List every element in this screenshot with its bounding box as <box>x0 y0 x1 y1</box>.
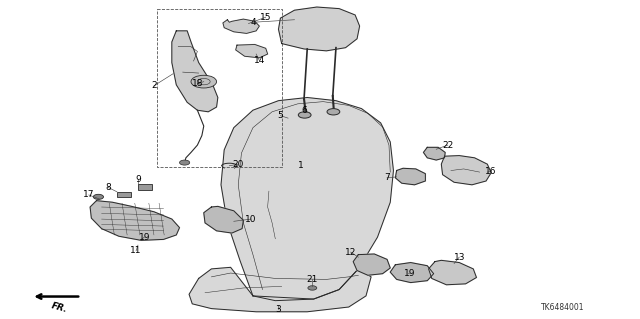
Circle shape <box>93 194 104 199</box>
Polygon shape <box>424 147 445 160</box>
Polygon shape <box>390 263 434 283</box>
Text: FR.: FR. <box>51 301 68 315</box>
Circle shape <box>179 160 189 165</box>
Text: 12: 12 <box>345 248 356 256</box>
Text: 22: 22 <box>442 141 453 150</box>
Text: 14: 14 <box>253 56 265 65</box>
Text: 21: 21 <box>307 275 318 284</box>
Text: 13: 13 <box>454 253 465 262</box>
Polygon shape <box>442 156 491 185</box>
Polygon shape <box>429 260 476 285</box>
Polygon shape <box>236 44 268 58</box>
Text: 4: 4 <box>250 18 256 27</box>
Circle shape <box>298 112 311 118</box>
Text: 1: 1 <box>298 161 304 170</box>
Circle shape <box>308 286 317 290</box>
Text: 6: 6 <box>301 106 307 115</box>
Text: 11: 11 <box>131 246 142 255</box>
Text: 20: 20 <box>232 160 244 169</box>
Bar <box>138 184 152 190</box>
Text: 7: 7 <box>384 173 390 182</box>
Text: 16: 16 <box>485 167 497 176</box>
Polygon shape <box>223 19 259 33</box>
Polygon shape <box>396 168 426 185</box>
Text: 2: 2 <box>151 81 157 90</box>
Polygon shape <box>278 7 360 51</box>
Text: 19: 19 <box>404 269 415 278</box>
Text: 10: 10 <box>245 215 257 224</box>
Polygon shape <box>90 201 179 240</box>
Text: 9: 9 <box>135 174 141 183</box>
Text: 5: 5 <box>278 111 284 120</box>
Polygon shape <box>204 206 243 233</box>
Bar <box>117 192 131 197</box>
Text: 15: 15 <box>260 13 271 22</box>
Polygon shape <box>172 31 218 112</box>
Polygon shape <box>221 98 394 300</box>
Text: 8: 8 <box>105 183 111 192</box>
Polygon shape <box>353 254 390 275</box>
Polygon shape <box>189 267 371 312</box>
Text: 18: 18 <box>191 79 203 88</box>
Text: 17: 17 <box>83 190 95 199</box>
Text: 19: 19 <box>139 233 150 242</box>
Text: TK6484001: TK6484001 <box>541 303 584 312</box>
Circle shape <box>327 108 340 115</box>
Circle shape <box>191 75 216 88</box>
Text: 3: 3 <box>276 305 282 314</box>
